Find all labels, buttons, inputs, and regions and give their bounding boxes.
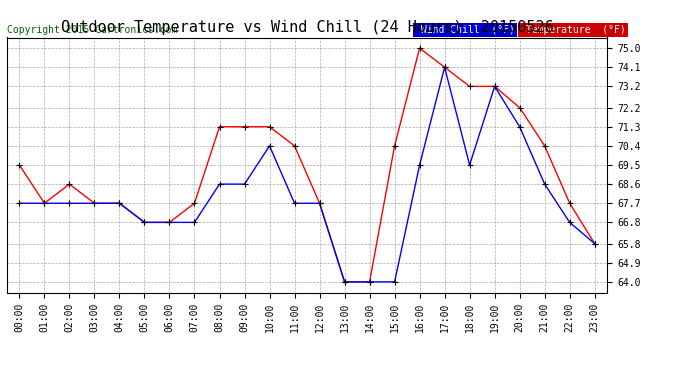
Text: Wind Chill  (°F): Wind Chill (°F) — [415, 25, 515, 35]
Title: Outdoor Temperature vs Wind Chill (24 Hours)  20150526: Outdoor Temperature vs Wind Chill (24 Ho… — [61, 20, 553, 35]
Text: Temperature  (°F): Temperature (°F) — [520, 25, 626, 35]
Text: Copyright 2015 Cartronics.com: Copyright 2015 Cartronics.com — [7, 25, 177, 35]
